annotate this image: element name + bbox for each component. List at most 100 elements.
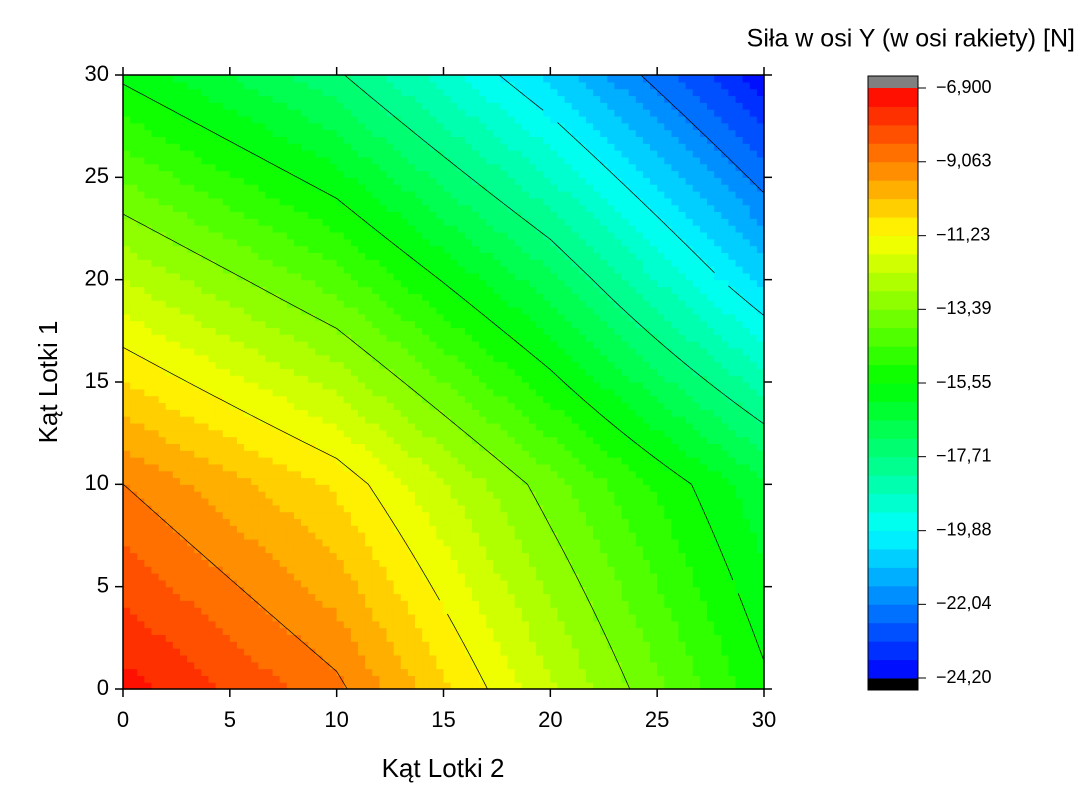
contour-cell bbox=[635, 429, 644, 438]
contour-cell bbox=[650, 511, 658, 520]
contour-cell bbox=[144, 422, 153, 431]
contour-cell bbox=[236, 525, 245, 533]
contour-cell bbox=[657, 395, 665, 404]
contour-cell bbox=[479, 402, 487, 410]
contour-cell bbox=[514, 641, 523, 649]
contour-cell bbox=[429, 511, 437, 520]
contour-cell bbox=[742, 607, 751, 615]
contour-cell bbox=[137, 484, 145, 492]
contour-cell bbox=[308, 607, 316, 615]
contour-cell bbox=[464, 668, 473, 676]
contour-cell bbox=[137, 600, 145, 608]
contour-cell bbox=[642, 320, 651, 329]
contour-cell bbox=[279, 648, 288, 656]
contour-cell bbox=[165, 634, 174, 642]
contour-cell bbox=[144, 566, 153, 574]
contour-cell bbox=[678, 613, 687, 622]
contour-cell bbox=[450, 613, 459, 622]
contour-cell bbox=[678, 361, 687, 369]
contour-cell bbox=[685, 593, 694, 601]
contour-cell bbox=[415, 320, 423, 329]
contour-cell bbox=[293, 573, 302, 581]
contour-cell bbox=[436, 627, 445, 636]
contour-cell bbox=[536, 600, 544, 608]
contour-cell bbox=[415, 409, 423, 417]
contour-cell bbox=[422, 402, 430, 410]
contour-cell bbox=[415, 382, 423, 390]
contour-cell bbox=[593, 661, 601, 670]
contour-cell bbox=[215, 641, 224, 649]
contour-cell bbox=[393, 675, 402, 683]
contour-cell bbox=[393, 607, 402, 615]
contour-cell bbox=[350, 457, 359, 465]
contour-cell bbox=[486, 354, 494, 363]
contour-cell bbox=[443, 579, 452, 588]
contour-cell bbox=[358, 457, 366, 465]
contour-cell bbox=[422, 675, 430, 683]
contour-cell bbox=[301, 627, 309, 636]
contour-cell bbox=[521, 497, 530, 506]
contour-cell bbox=[379, 504, 388, 513]
contour-cell bbox=[272, 532, 281, 540]
contour-cell bbox=[336, 648, 345, 656]
contour-cell bbox=[699, 593, 708, 601]
contour-cell bbox=[614, 334, 623, 342]
contour-cell bbox=[650, 491, 658, 499]
contour-cell bbox=[279, 470, 288, 479]
contour-cell bbox=[728, 382, 737, 390]
contour-cell bbox=[123, 457, 131, 465]
contour-cell bbox=[593, 600, 601, 608]
contour-cell bbox=[628, 538, 637, 547]
contour-cell bbox=[236, 422, 245, 431]
contour-cell bbox=[521, 361, 530, 369]
contour-cell bbox=[201, 620, 210, 629]
contour-cell bbox=[429, 586, 437, 595]
contour-cell bbox=[621, 334, 630, 342]
contour-cell bbox=[642, 593, 651, 601]
contour-cell bbox=[244, 532, 252, 540]
contour-cell bbox=[415, 538, 423, 547]
contour-cell bbox=[215, 559, 224, 567]
contour-cell bbox=[464, 661, 473, 670]
contour-cell bbox=[443, 436, 452, 444]
contour-cell bbox=[692, 457, 701, 465]
contour-cell bbox=[293, 341, 302, 349]
contour-cell bbox=[728, 450, 737, 458]
contour-cell bbox=[557, 682, 566, 690]
contour-cell bbox=[187, 429, 195, 438]
contour-cell bbox=[714, 559, 722, 567]
contour-cell bbox=[528, 436, 537, 444]
contour-cell bbox=[315, 368, 324, 376]
contour-cell bbox=[343, 313, 352, 322]
contour-cell bbox=[600, 600, 608, 608]
contour-cell bbox=[137, 361, 145, 369]
contour-cell bbox=[443, 382, 452, 390]
contour-cell bbox=[742, 491, 751, 499]
contour-cell bbox=[279, 573, 288, 581]
contour-cell bbox=[635, 395, 644, 404]
contour-cell bbox=[215, 409, 224, 417]
contour-cell bbox=[593, 648, 601, 656]
contour-cell bbox=[393, 682, 402, 690]
contour-cell bbox=[286, 620, 295, 629]
contour-cell bbox=[422, 654, 430, 663]
contour-cell bbox=[393, 525, 402, 533]
contour-cell bbox=[436, 463, 445, 472]
contour-cell bbox=[450, 668, 459, 676]
contour-cell bbox=[571, 634, 580, 642]
contour-cell bbox=[429, 627, 437, 636]
contour-cell bbox=[272, 641, 281, 649]
contour-cell bbox=[336, 354, 345, 363]
contour-cell bbox=[728, 641, 737, 649]
contour-cell bbox=[500, 395, 509, 404]
contour-cell bbox=[486, 641, 494, 649]
contour-cell bbox=[721, 525, 729, 533]
contour-cell bbox=[707, 545, 715, 554]
contour-cell bbox=[685, 429, 694, 438]
contour-cell bbox=[578, 450, 587, 458]
contour-cell bbox=[343, 668, 352, 676]
contour-cell bbox=[728, 627, 737, 636]
contour-cell bbox=[165, 334, 174, 342]
contour-cell bbox=[735, 545, 744, 554]
contour-cell bbox=[564, 675, 573, 683]
